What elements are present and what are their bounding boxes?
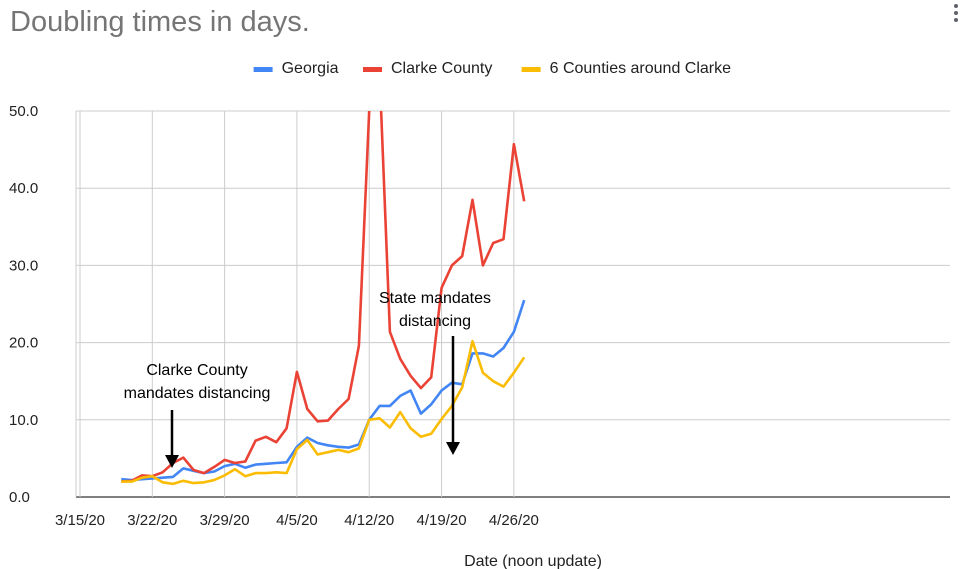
x-tick-label: 3/29/20 bbox=[200, 512, 250, 529]
y-axis-ticks: 0.0 10.0 20.0 30.0 40.0 50.0 bbox=[9, 103, 38, 506]
legend-swatch bbox=[521, 67, 541, 72]
x-axis-ticks: 3/15/20 3/22/20 3/29/20 4/5/20 4/12/20 4/19/2… bbox=[55, 512, 539, 529]
x-tick-label: 4/12/20 bbox=[344, 512, 394, 529]
y-tick-label: 10.0 bbox=[9, 412, 38, 429]
y-tick-label: 50.0 bbox=[9, 103, 38, 120]
x-tick-label: 3/22/20 bbox=[127, 512, 177, 529]
x-axis-label: Date (noon update) bbox=[464, 553, 602, 569]
annotation-text: State mandates bbox=[379, 290, 491, 307]
legend: Georgia Clarke County 6 Counties around Cl… bbox=[253, 60, 732, 77]
series-lines bbox=[121, 72, 526, 486]
series-line-6-counties-around-clarke[interactable] bbox=[121, 339, 526, 486]
arrowhead-icon bbox=[165, 455, 179, 468]
annotation-text: mandates distancing bbox=[124, 385, 271, 402]
y-tick-label: 0.0 bbox=[9, 489, 30, 506]
arrowhead-icon bbox=[446, 442, 460, 455]
legend-label: 6 Counties around Clarke bbox=[550, 60, 732, 77]
legend-label: Clarke County bbox=[391, 60, 492, 77]
legend-swatch bbox=[363, 67, 382, 72]
x-tick-label: 4/26/20 bbox=[489, 512, 539, 529]
gridlines bbox=[75, 110, 950, 498]
annotation-text: distancing bbox=[399, 313, 471, 330]
y-tick-label: 30.0 bbox=[9, 257, 38, 274]
x-tick-label: 4/5/20 bbox=[276, 512, 318, 529]
x-tick-label: 3/15/20 bbox=[55, 512, 105, 529]
y-tick-label: 40.0 bbox=[9, 180, 38, 197]
more-options-icon[interactable] bbox=[954, 4, 960, 22]
y-tick-label: 20.0 bbox=[9, 335, 38, 352]
legend-swatch bbox=[253, 67, 273, 72]
legend-label: Georgia bbox=[282, 60, 339, 77]
series-line-georgia[interactable] bbox=[121, 299, 526, 482]
annotation-text: Clarke County bbox=[146, 362, 247, 379]
annotations: Clarke County mandates distancing State ma… bbox=[124, 290, 491, 468]
x-tick-label: 4/19/20 bbox=[417, 512, 467, 529]
chart-title: Doubling times in days. bbox=[10, 6, 310, 38]
series-line-clarke-county[interactable] bbox=[121, 72, 526, 483]
